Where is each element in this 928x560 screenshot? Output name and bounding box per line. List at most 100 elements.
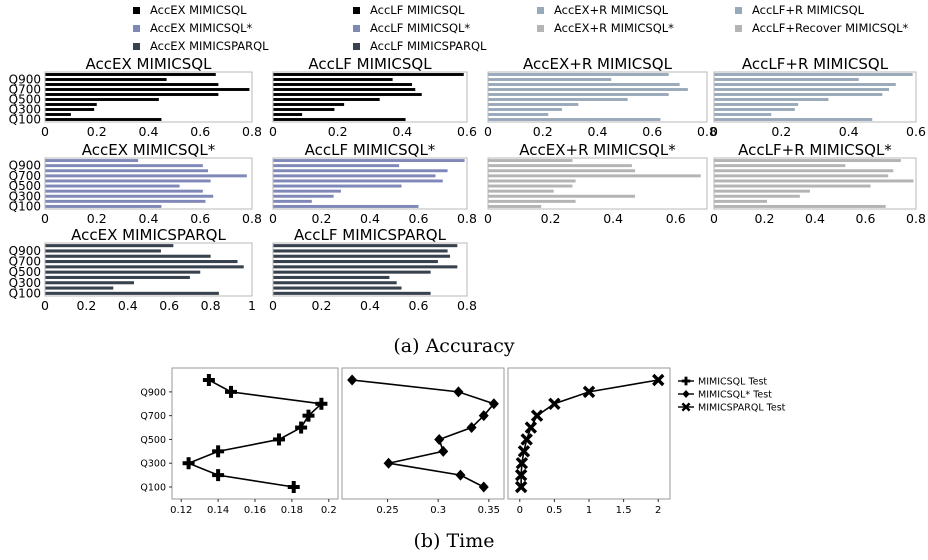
bar [273, 281, 397, 285]
y-tick-label: Q900 [9, 159, 41, 173]
x-tick-label: 2 [655, 505, 661, 516]
plus-marker [186, 457, 191, 470]
diamond-marker [682, 390, 690, 398]
time-panel: 0.25 0.3 0.35 [341, 367, 505, 516]
plus-marker [216, 469, 221, 482]
bar [45, 88, 250, 91]
bar [45, 174, 247, 178]
panel-title: AccEX+R MIMICSQL [523, 55, 673, 73]
y-tick-label: Q700 [9, 83, 41, 97]
panel-title: AccLF MIMICSPARQL [294, 226, 447, 244]
bar [273, 103, 345, 106]
bar [714, 113, 772, 116]
x-tick-label: 0.4 [603, 211, 623, 226]
x-tick-label: 0 [517, 505, 523, 516]
bar [273, 260, 438, 264]
bar [488, 83, 680, 86]
time-panel: 0 0.5 1 1.5 2 [507, 367, 671, 516]
y-tick-label: Q700 [9, 255, 41, 269]
legend-label: AccEX+R MIMICSQL* [554, 21, 674, 35]
bar [488, 98, 628, 101]
panel-frame [487, 157, 708, 210]
x-tick-label: 0 [41, 298, 49, 313]
bar [714, 73, 913, 76]
bar [45, 249, 161, 253]
bar [45, 159, 139, 163]
bar-panel: AccLF+R MIMICSQL* 0 0.2 0.4 0.6 0.8 [710, 141, 926, 226]
y-tick-label: Q100 [9, 199, 41, 213]
bar [45, 281, 135, 285]
x-tick-label: 1 [586, 505, 592, 516]
bar [714, 98, 829, 101]
x-tick-label: 0.3 [430, 505, 446, 516]
bar [45, 169, 209, 173]
diamond-marker [438, 445, 449, 457]
legend-swatch [133, 43, 140, 50]
panel-title: AccEX+R MIMICSQL* [519, 141, 676, 159]
x-marker [681, 402, 691, 412]
x-tick-label: 0.4 [839, 124, 859, 139]
legend-swatch [133, 25, 140, 32]
x-tick-label: 0.4 [805, 211, 825, 226]
plus-marker [299, 421, 304, 434]
diamond-marker [455, 469, 466, 481]
x-tick-label: 0.8 [906, 211, 926, 226]
bar [273, 265, 458, 269]
bar [45, 98, 159, 101]
y-tick-label: Q300 [9, 189, 41, 203]
bar [488, 194, 636, 198]
x-tick-label: 0 [41, 211, 49, 226]
bar [45, 108, 95, 111]
x-tick-label: 0.14 [207, 505, 229, 516]
bar [714, 194, 800, 198]
x-tick-label: 0.8 [697, 124, 717, 139]
bar [273, 174, 436, 178]
x-tick-label: 0.8 [242, 211, 262, 226]
x-marker [582, 385, 596, 399]
y-tick-label: Q900 [140, 387, 166, 398]
bar [714, 179, 914, 183]
x-tick-label: 0.6 [409, 211, 429, 226]
bar [488, 103, 579, 106]
bar [45, 260, 238, 264]
bar [714, 78, 859, 81]
panel-title: AccLF+R MIMICSQL* [738, 141, 892, 159]
bar [714, 88, 890, 91]
x-tick-label: 0.25 [376, 505, 398, 516]
diamond-marker [434, 433, 445, 445]
y-tick-label: Q500 [9, 179, 41, 193]
legend-entry: MIMICSQL* Test [678, 390, 772, 401]
time-panels: 0.12 0.14 0.16 0.18 0.2Q100Q300Q500Q700Q9000… [140, 367, 671, 516]
x-tick-label: 0.5 [546, 505, 562, 516]
legend-label: MIMICSQL Test [698, 377, 767, 388]
panel-frame [272, 242, 468, 297]
bar [273, 159, 465, 163]
legend-marker [682, 390, 690, 398]
diamond-marker [478, 481, 489, 493]
panel-frame [44, 71, 253, 123]
y-tick-label: Q500 [140, 435, 166, 446]
x-tick-label: 0 [269, 211, 277, 226]
bar [45, 254, 211, 258]
panel-title: AccLF MIMICSQL [308, 55, 432, 73]
x-tick-label: 0.2 [328, 124, 348, 139]
x-tick-label: 0.12 [170, 505, 192, 516]
caption-time: (b) Time [413, 530, 494, 552]
series-line [186, 379, 324, 488]
bar [45, 291, 219, 295]
x-tick-label: 0 [484, 211, 492, 226]
y-tick-label: Q900 [9, 73, 41, 87]
bar-panel: AccLF+R MIMICSQL 0 0.2 0.4 0.6 [710, 55, 926, 139]
x-tick-label: 0.2 [312, 298, 332, 313]
bar-panel: AccLF MIMICSQL 0 0.2 0.4 0.6 [269, 55, 477, 139]
x-tick-label: 0.2 [321, 505, 337, 516]
bar-panel: AccEX+R MIMICSQL* 0 0.2 0.4 0.6 [484, 141, 708, 226]
x-tick-label: 0.4 [139, 124, 159, 139]
legend-swatch [353, 43, 360, 50]
panel-frame [507, 367, 671, 500]
plus-marker [319, 397, 324, 410]
x-tick-label: 0.6 [457, 124, 477, 139]
bar [273, 249, 448, 253]
time-legend: MIMICSQL Test MIMICSQL* Test MIMICSPARQL T… [678, 377, 786, 414]
